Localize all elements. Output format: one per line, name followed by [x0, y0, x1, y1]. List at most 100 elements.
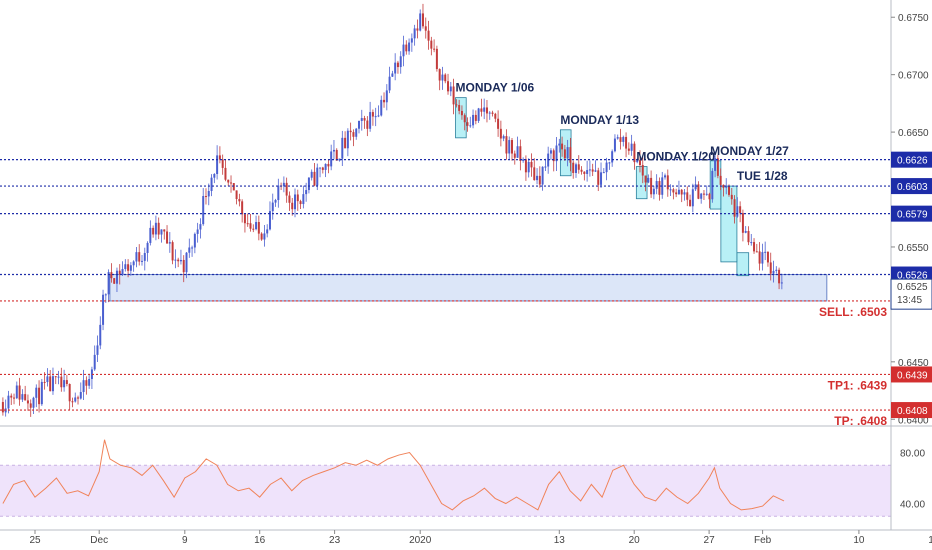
- candle-body: [213, 174, 216, 178]
- candle-body: [472, 114, 475, 126]
- candle-body: [396, 62, 399, 68]
- candle-body: [491, 112, 494, 114]
- candle-body: [536, 175, 539, 181]
- time-tick-0: 25: [29, 535, 41, 546]
- candle-body: [60, 376, 63, 388]
- candle-body: [129, 265, 132, 271]
- candle-body: [597, 170, 600, 185]
- candle-body: [538, 175, 541, 185]
- candle-body: [294, 194, 297, 210]
- candle-body: [263, 233, 266, 240]
- candle-body: [780, 282, 783, 284]
- candle-body: [638, 160, 641, 166]
- candle-body: [193, 233, 196, 248]
- candle-body: [299, 201, 302, 205]
- candle-body: [508, 140, 511, 154]
- candle-body: [694, 184, 697, 190]
- candle-body: [541, 166, 544, 185]
- candle-body: [355, 128, 358, 137]
- candle-body: [160, 229, 163, 235]
- candle-body: [335, 149, 338, 161]
- candle-body: [230, 182, 233, 184]
- candle-body: [650, 177, 653, 195]
- candle-body: [583, 171, 586, 174]
- candle-body: [274, 200, 277, 203]
- candle-body: [566, 147, 569, 159]
- level-tag-1: [891, 178, 932, 195]
- candle-body: [661, 177, 664, 195]
- level-note-6: TP: .6408: [834, 414, 887, 428]
- level-tag-0: [891, 151, 932, 168]
- candle-body: [57, 376, 60, 378]
- candle-body: [505, 136, 508, 154]
- rsi-line: [2, 439, 785, 511]
- candle-body: [1, 402, 4, 413]
- candle-body: [516, 146, 519, 158]
- candle-body: [10, 395, 13, 398]
- price-tick-2: 0.6650: [898, 128, 929, 139]
- candle-body: [369, 112, 372, 129]
- candle-body: [447, 81, 450, 92]
- candle-body: [63, 380, 66, 388]
- candle-body: [243, 214, 246, 224]
- current-price-tag: [890, 278, 932, 310]
- candle-body: [157, 222, 160, 235]
- annotation-3: MONDAY 1/27: [710, 144, 789, 158]
- candle-body: [110, 272, 113, 279]
- candle-body: [711, 170, 714, 200]
- level-tag-text-6: 0.6408: [897, 406, 928, 417]
- candle-body: [460, 110, 463, 116]
- candle-body: [761, 252, 764, 264]
- candle-body: [666, 175, 669, 190]
- level-tag-text-5: 0.6439: [897, 370, 928, 381]
- candle-body: [680, 189, 683, 195]
- level-note-5: TP1: .6439: [828, 378, 888, 392]
- candle-body: [49, 376, 52, 392]
- candle-body: [622, 136, 625, 142]
- candle-body: [166, 231, 169, 244]
- candle-body: [277, 185, 280, 201]
- candle-body: [302, 194, 305, 205]
- candle-body: [29, 403, 32, 408]
- level-tag-text-1: 0.6603: [897, 182, 928, 193]
- candle-body: [625, 136, 628, 149]
- candle-body: [143, 252, 146, 261]
- candle-body: [371, 112, 374, 117]
- candle-body: [677, 189, 680, 195]
- candle-body: [185, 252, 188, 273]
- candle-body: [346, 130, 349, 149]
- candle-body: [416, 28, 419, 31]
- candle-body: [630, 143, 633, 151]
- candle-body: [580, 169, 583, 172]
- candle-body: [38, 387, 41, 405]
- candle-body: [527, 161, 530, 173]
- candle-body: [594, 170, 597, 172]
- candle-body: [747, 230, 750, 243]
- candle-body: [99, 324, 102, 346]
- candle-body: [502, 136, 505, 139]
- candle-body: [107, 272, 110, 295]
- candle-body: [377, 115, 380, 117]
- time-tick-5: 2020: [409, 535, 432, 546]
- candle-body: [227, 179, 230, 183]
- candle-body: [764, 251, 767, 253]
- candle-body: [524, 159, 527, 173]
- rsi-tick-1: 40.00: [900, 500, 925, 511]
- candle-body: [497, 118, 500, 129]
- candle-body: [216, 155, 219, 175]
- candle-body: [24, 394, 27, 401]
- candle-body: [171, 242, 174, 261]
- candle-body: [18, 385, 21, 400]
- candle-body: [716, 158, 719, 176]
- candle-body: [555, 145, 558, 162]
- candle-body: [616, 137, 619, 139]
- candle-body: [733, 199, 736, 217]
- candle-body: [79, 392, 82, 399]
- candle-body: [71, 401, 74, 403]
- candle-body: [658, 181, 661, 195]
- candle-body: [669, 189, 672, 191]
- candle-body: [513, 153, 516, 158]
- candle-body: [35, 387, 38, 398]
- candle-body: [310, 171, 313, 178]
- time-tick-10: 10: [853, 535, 865, 546]
